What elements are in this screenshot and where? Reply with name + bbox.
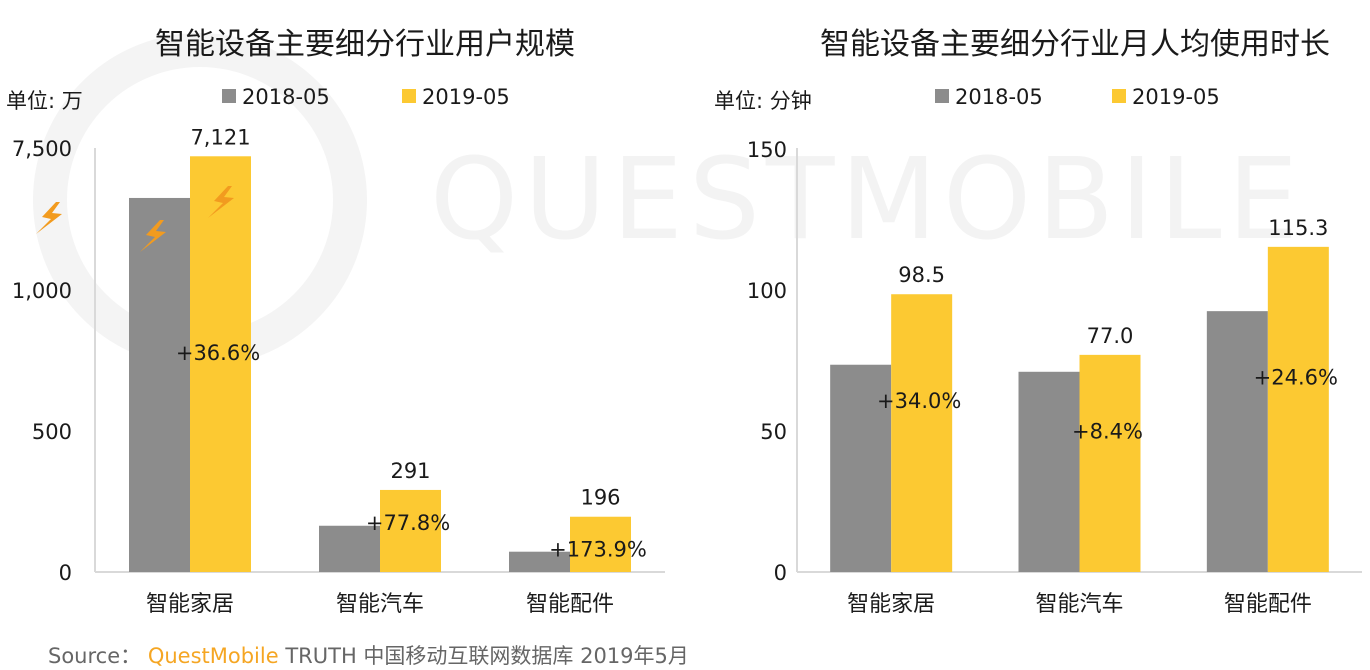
- bar-2018-05-智能配件: [509, 551, 570, 572]
- bar-2018-05-智能家居: [830, 364, 892, 572]
- y-tick-label: 500: [32, 420, 72, 444]
- data-label: 77.0: [1087, 324, 1134, 348]
- axis-break-bolt-icon: [208, 186, 234, 218]
- source-brand: QuestMobile: [147, 644, 279, 668]
- growth-label: +77.8%: [366, 511, 450, 535]
- source-text: TRUTH 中国移动互联网数据库 2019年5月: [285, 644, 689, 668]
- y-tick-label: 0: [774, 561, 787, 585]
- legend-swatch-2018-05: [935, 89, 949, 103]
- growth-label: +34.0%: [877, 389, 961, 413]
- source-note: Source： QuestMobile TRUTH 中国移动互联网数据库 201…: [48, 640, 689, 670]
- x-tick-label: 智能家居: [847, 592, 935, 617]
- y-tick-label: 1,000: [12, 279, 72, 303]
- axis-break-bolt-icon: [140, 220, 166, 252]
- legend-swatch-2018-05: [222, 89, 236, 103]
- growth-label: +8.4%: [1072, 419, 1143, 443]
- x-tick-label: 智能家居: [146, 592, 234, 617]
- unit-label: 单位: 分钟: [714, 89, 812, 113]
- data-label: 7,121: [190, 125, 250, 149]
- bar-2018-05-智能汽车: [1018, 371, 1080, 572]
- watermark-text: QUESTMOBILE: [430, 135, 1304, 265]
- legend-label-2018-05: 2018-05: [955, 85, 1043, 109]
- x-tick-label: 智能汽车: [1035, 592, 1123, 617]
- y-tick-label: 100: [747, 279, 787, 303]
- bar-2018-05-智能配件: [1206, 311, 1268, 572]
- bar-2019-05-智能汽车: [1079, 354, 1141, 572]
- axis-break-bolt-icon: [36, 202, 62, 234]
- bar-2019-05-智能配件: [1267, 246, 1329, 572]
- data-label: 291: [390, 459, 430, 483]
- bar-2018-05-智能家居: [129, 197, 190, 572]
- growth-label: +36.6%: [176, 341, 260, 365]
- chart-title: 智能设备主要细分行业月人均使用时长: [820, 27, 1330, 62]
- legend-label-2018-05: 2018-05: [242, 85, 330, 109]
- legend-swatch-2019-05: [402, 89, 416, 103]
- y-tick-label: 150: [747, 138, 787, 162]
- bar-2019-05-智能汽车: [380, 489, 441, 572]
- bar-2019-05-智能配件: [570, 516, 631, 572]
- bar-2019-05-智能家居: [190, 156, 251, 572]
- data-label: 115.3: [1268, 216, 1328, 240]
- bar-2018-05-智能汽车: [319, 525, 380, 572]
- source-label: Source：: [48, 644, 142, 668]
- x-tick-label: 智能配件: [526, 592, 614, 617]
- bar-2019-05-智能家居: [891, 294, 953, 572]
- y-tick-label: 0: [59, 561, 72, 585]
- chart-title: 智能设备主要细分行业用户规模: [155, 27, 575, 62]
- growth-label: +173.9%: [549, 538, 647, 562]
- data-label: 98.5: [898, 263, 945, 287]
- y-tick-label: 50: [760, 420, 787, 444]
- unit-label: 单位: 万: [6, 89, 83, 113]
- legend-swatch-2019-05: [1112, 89, 1126, 103]
- x-tick-label: 智能汽车: [336, 592, 424, 617]
- x-tick-label: 智能配件: [1224, 592, 1312, 617]
- legend-label-2019-05: 2019-05: [422, 85, 510, 109]
- data-label: 196: [580, 486, 620, 510]
- y-tick-label: 7,500: [12, 137, 72, 161]
- legend-label-2019-05: 2019-05: [1132, 85, 1220, 109]
- growth-label: +24.6%: [1254, 365, 1338, 389]
